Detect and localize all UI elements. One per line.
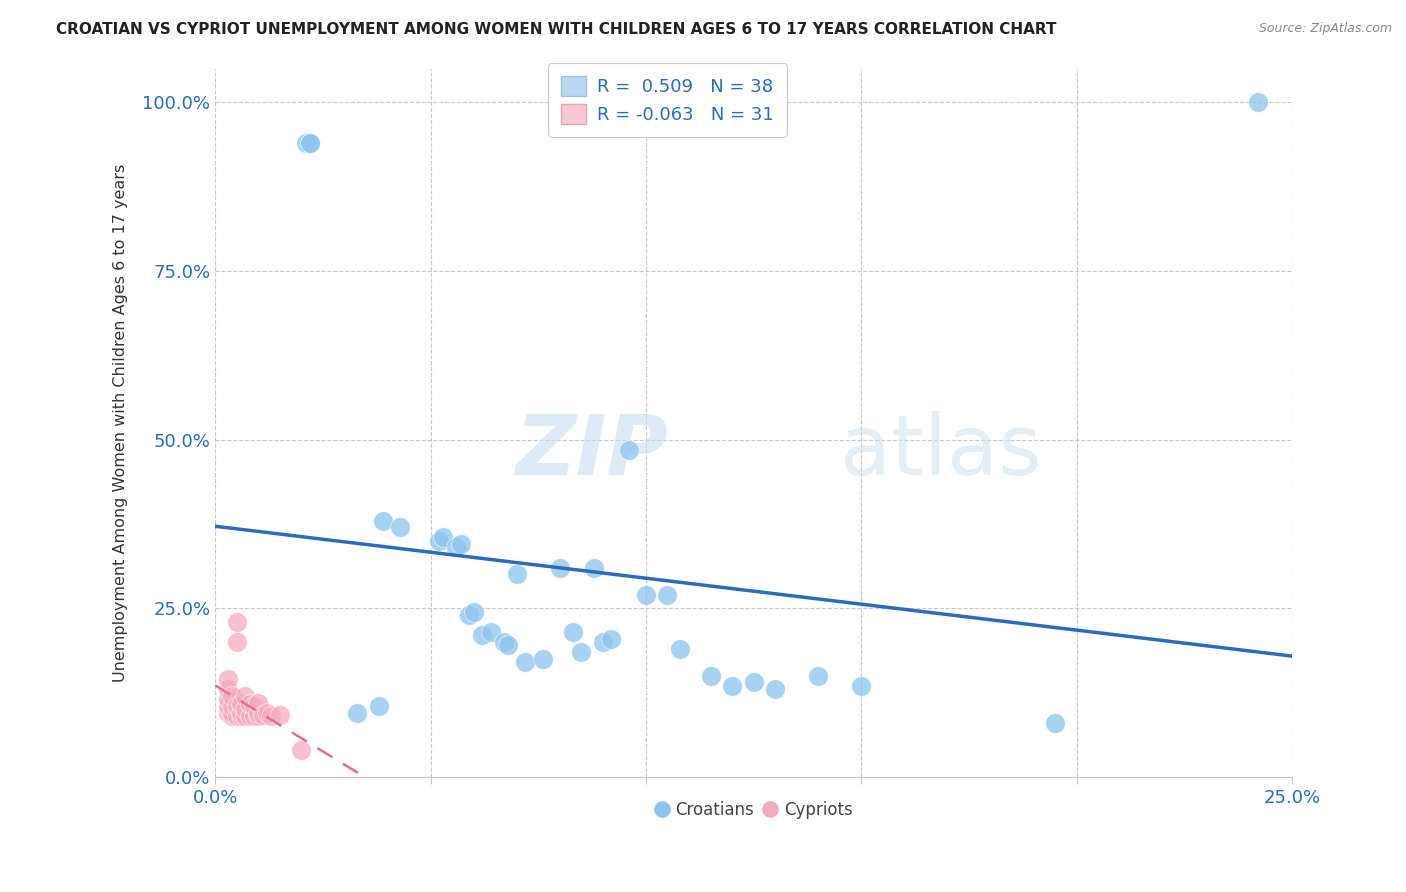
Point xyxy=(763,682,786,697)
Point xyxy=(531,652,554,666)
Point xyxy=(225,709,247,723)
Point xyxy=(252,707,274,722)
Point xyxy=(221,706,243,720)
Point xyxy=(458,607,481,622)
Point xyxy=(298,136,321,150)
Point xyxy=(561,624,583,639)
Point xyxy=(225,699,247,714)
Point xyxy=(446,541,468,555)
Point xyxy=(247,706,270,720)
Point xyxy=(294,136,316,150)
Point xyxy=(217,706,239,720)
Y-axis label: Unemployment Among Women with Children Ages 6 to 17 years: Unemployment Among Women with Children A… xyxy=(114,163,128,681)
Point xyxy=(239,709,262,723)
Point xyxy=(217,699,239,714)
Point xyxy=(742,675,765,690)
Point xyxy=(256,706,278,720)
Point xyxy=(506,567,529,582)
Point xyxy=(346,706,368,720)
Point xyxy=(217,672,239,686)
Point xyxy=(247,709,270,723)
Point xyxy=(463,605,485,619)
Point xyxy=(217,682,239,697)
Point xyxy=(721,679,744,693)
Point xyxy=(217,692,239,706)
Point xyxy=(1247,95,1270,110)
Point xyxy=(450,537,472,551)
Point xyxy=(657,588,679,602)
Point xyxy=(233,709,256,723)
Point xyxy=(432,530,454,544)
Point xyxy=(634,588,657,602)
Point xyxy=(807,668,830,682)
Point xyxy=(221,699,243,714)
Point xyxy=(479,624,502,639)
Point xyxy=(298,136,321,150)
Point xyxy=(243,699,266,714)
Text: Source: ZipAtlas.com: Source: ZipAtlas.com xyxy=(1258,22,1392,36)
Point xyxy=(229,709,252,723)
Point xyxy=(225,635,247,649)
Point xyxy=(492,635,515,649)
Point xyxy=(851,679,873,693)
Point xyxy=(569,645,592,659)
Point xyxy=(367,699,389,714)
Point xyxy=(1045,715,1067,730)
Point xyxy=(221,689,243,703)
Point xyxy=(669,641,692,656)
Text: CROATIAN VS CYPRIOT UNEMPLOYMENT AMONG WOMEN WITH CHILDREN AGES 6 TO 17 YEARS CO: CROATIAN VS CYPRIOT UNEMPLOYMENT AMONG W… xyxy=(56,22,1057,37)
Point xyxy=(548,560,571,574)
Point xyxy=(233,702,256,716)
Point xyxy=(225,615,247,629)
Point xyxy=(260,709,283,723)
Point xyxy=(290,743,312,757)
Point xyxy=(583,560,606,574)
Point xyxy=(233,689,256,703)
Point xyxy=(389,520,412,534)
Point xyxy=(699,668,721,682)
Point xyxy=(496,638,519,652)
Point xyxy=(229,697,252,711)
Point xyxy=(600,632,623,646)
Text: atlas: atlas xyxy=(839,410,1042,491)
Point xyxy=(617,442,640,457)
Point xyxy=(221,709,243,723)
Point xyxy=(373,514,395,528)
Point xyxy=(427,533,450,548)
Point xyxy=(229,706,252,720)
Point xyxy=(243,709,266,723)
Legend: Croatians, Cypriots: Croatians, Cypriots xyxy=(648,794,859,825)
Point xyxy=(239,697,262,711)
Point xyxy=(247,696,270,710)
Point xyxy=(592,635,614,649)
Text: ZIP: ZIP xyxy=(515,410,668,491)
Point xyxy=(471,628,494,642)
Point xyxy=(269,707,291,722)
Point xyxy=(515,655,537,669)
